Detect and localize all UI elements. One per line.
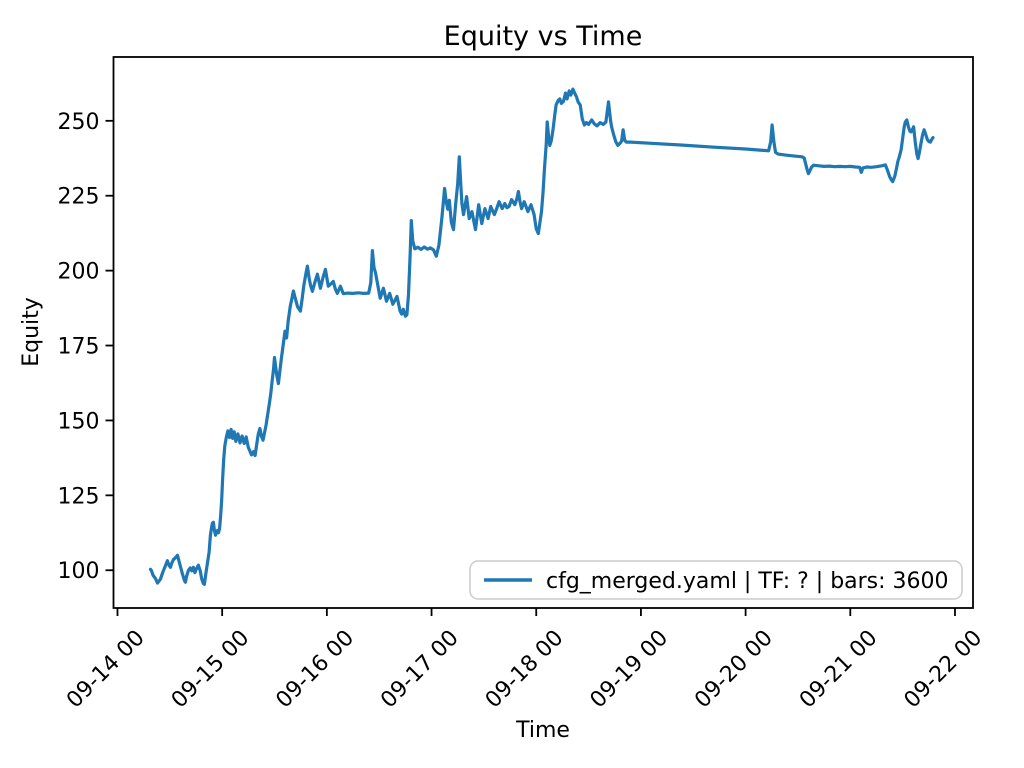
legend-box — [469, 560, 963, 600]
legend: cfg_merged.yaml | TF: ? | bars: 3600 — [469, 560, 963, 600]
plot-area-spines — [112, 56, 974, 609]
x-axis-label: Time — [515, 718, 570, 743]
y-tick-label: 150 — [58, 409, 100, 434]
legend-label: cfg_merged.yaml | TF: ? | bars: 3600 — [546, 569, 949, 594]
y-axis-ticks: 100 125 150 175 200 225 250 — [58, 110, 114, 584]
y-tick-label: 225 — [58, 185, 100, 210]
y-tick-label: 250 — [58, 110, 100, 135]
y-axis-label: Equity — [19, 297, 44, 367]
y-tick-label: 100 — [58, 559, 100, 584]
y-tick-label: 200 — [58, 260, 100, 285]
chart-title: Equity vs Time — [444, 21, 643, 52]
equity-line-series — [148, 87, 935, 586]
y-tick-label: 125 — [58, 484, 100, 509]
y-tick-label: 175 — [58, 335, 100, 360]
